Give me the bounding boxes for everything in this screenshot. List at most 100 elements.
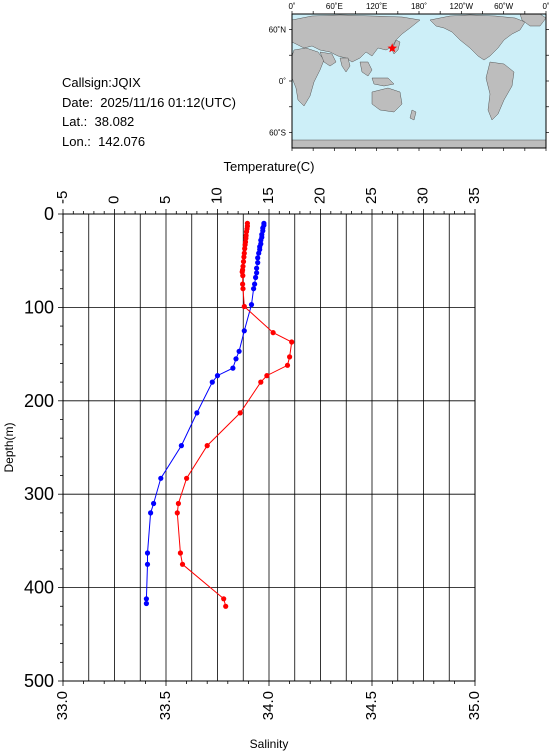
temperature-tick-label: 0 [105, 196, 122, 204]
salinity-tick-label: 34.5 [363, 691, 380, 720]
map-latitude-label: 60˚S [269, 129, 286, 138]
map-land-arabia-india [319, 51, 351, 73]
temperature-series [143, 220, 267, 607]
salinity-point [241, 303, 247, 310]
salinity-point [179, 561, 186, 567]
salinity-point [287, 354, 293, 360]
temperature-tick-label: 30 [414, 187, 431, 204]
temperature-point [143, 596, 149, 602]
salinity-profile-line [176, 223, 293, 607]
map-land-south-america [485, 61, 515, 121]
salinity-point [237, 410, 243, 416]
salinity-tick-label: 35.0 [466, 691, 483, 720]
salinity-point [240, 281, 246, 287]
temperature-point [236, 348, 242, 354]
profile-plot: -5 0 5 10 15 20 25 30 35 33.0 33.5 34.0 34.5 35.0 01… [2, 159, 483, 751]
salinity-tick-label: 33.0 [54, 691, 71, 720]
salinity-point [284, 362, 291, 368]
salinity-point [174, 510, 180, 516]
depth-axis-title: Depth(m) [2, 422, 16, 472]
callsign-text: Callsign:JQIX [62, 75, 141, 90]
salinity-tick-labels: 33.0 33.5 34.0 34.5 35.0 [54, 691, 483, 720]
date-text: Date: 2025/11/16 01:12(UTC) [62, 94, 236, 110]
map-longitude-labels: 0˚ 60˚E 120˚E 180˚ 120˚W 60˚W 0˚ [288, 2, 549, 11]
station-star [387, 43, 397, 53]
salinity-point [184, 475, 190, 481]
latitude-text: Lat.: 38.082 [62, 114, 135, 129]
temperature-point [252, 281, 258, 287]
depth-tick-labels: 0 100 200 300 400 500 [24, 204, 54, 691]
temperature-tick-label: 10 [208, 187, 225, 204]
temperature-point [248, 302, 255, 308]
temperature-point [148, 510, 154, 516]
temperature-point [144, 550, 151, 556]
map-land-southeast-asia [359, 61, 395, 87]
longitude-text: Lon.: 142.076 [62, 133, 146, 149]
temperature-point [209, 379, 215, 385]
temperature-profile-line [145, 223, 265, 604]
salinity-point [240, 273, 246, 279]
depth-tick-label: 400 [24, 578, 54, 598]
map-longitude-label: 0˚ [542, 2, 549, 11]
axis-ticks [58, 209, 476, 686]
temperature-tick-label: 15 [260, 187, 277, 204]
map-land-north-america [429, 14, 526, 61]
map-longitude-label: 0˚ [288, 2, 295, 11]
temperature-point [254, 265, 260, 271]
map-latitude-label: 60˚N [269, 25, 287, 34]
temperature-point [256, 250, 262, 256]
temperature-point [253, 274, 259, 281]
temperature-tick-label: -5 [54, 191, 71, 204]
salinity-point [258, 379, 264, 385]
salinity-point [223, 603, 229, 609]
salinity-point [242, 242, 248, 248]
salinity-point [241, 250, 247, 256]
temperature-point [254, 270, 260, 276]
map-longitude-label: 180˚ [411, 2, 427, 11]
temperature-point [230, 365, 236, 371]
map-longitude-label: 120˚W [450, 2, 474, 11]
map-land-australia [371, 87, 403, 113]
temperature-point [151, 500, 157, 507]
map-longitude-label: 60˚W [494, 2, 514, 11]
salinity-point [240, 259, 247, 265]
map-land-eurasia [291, 14, 421, 63]
temperature-point [258, 237, 264, 243]
map-latitude-label: 0˚ [279, 77, 286, 86]
temperature-point [255, 260, 261, 266]
temperature-tick-label: 5 [157, 196, 174, 204]
temperature-point [194, 410, 200, 416]
temperature-point [144, 561, 151, 567]
salinity-series [174, 220, 295, 609]
salinity-point [243, 229, 250, 235]
salinity-point [270, 330, 276, 336]
temperature-axis-title: Temperature(C) [223, 159, 314, 174]
depth-tick-label: 500 [24, 671, 54, 691]
map-latitude-labels: 60˚N 0˚ 60˚S [269, 25, 287, 137]
map-land-antarctica [291, 139, 547, 149]
temperature-point [214, 373, 221, 379]
temperature-point [178, 443, 184, 449]
map-longitude-label: 60˚E [326, 2, 343, 11]
temperature-tick-label: 25 [363, 187, 380, 204]
temperature-point [251, 286, 257, 292]
temperature-point [143, 600, 149, 607]
depth-tick-label: 0 [44, 204, 54, 224]
salinity-point [204, 443, 210, 449]
salinity-point [241, 254, 247, 260]
salinity-tick-label: 34.0 [260, 691, 277, 720]
salinity-tick-label: 33.5 [157, 691, 174, 720]
plot-grid [62, 213, 476, 682]
data-series [143, 220, 295, 609]
temperature-tick-label: 20 [311, 187, 328, 204]
salinity-point [289, 339, 295, 345]
station-marker [387, 43, 397, 53]
temperature-point [255, 255, 261, 261]
salinity-axis-title: Salinity [250, 737, 289, 751]
salinity-point [264, 373, 270, 379]
temperature-tick-label: 35 [466, 187, 483, 204]
world-map-inset: 0˚ 60˚E 120˚E 180˚ 120˚W 60˚W 0˚ 60˚N 0˚ 60˚S [269, 2, 550, 151]
map-longitude-label: 120˚E [366, 2, 387, 11]
depth-tick-label: 300 [24, 484, 54, 504]
map-land [291, 13, 547, 149]
